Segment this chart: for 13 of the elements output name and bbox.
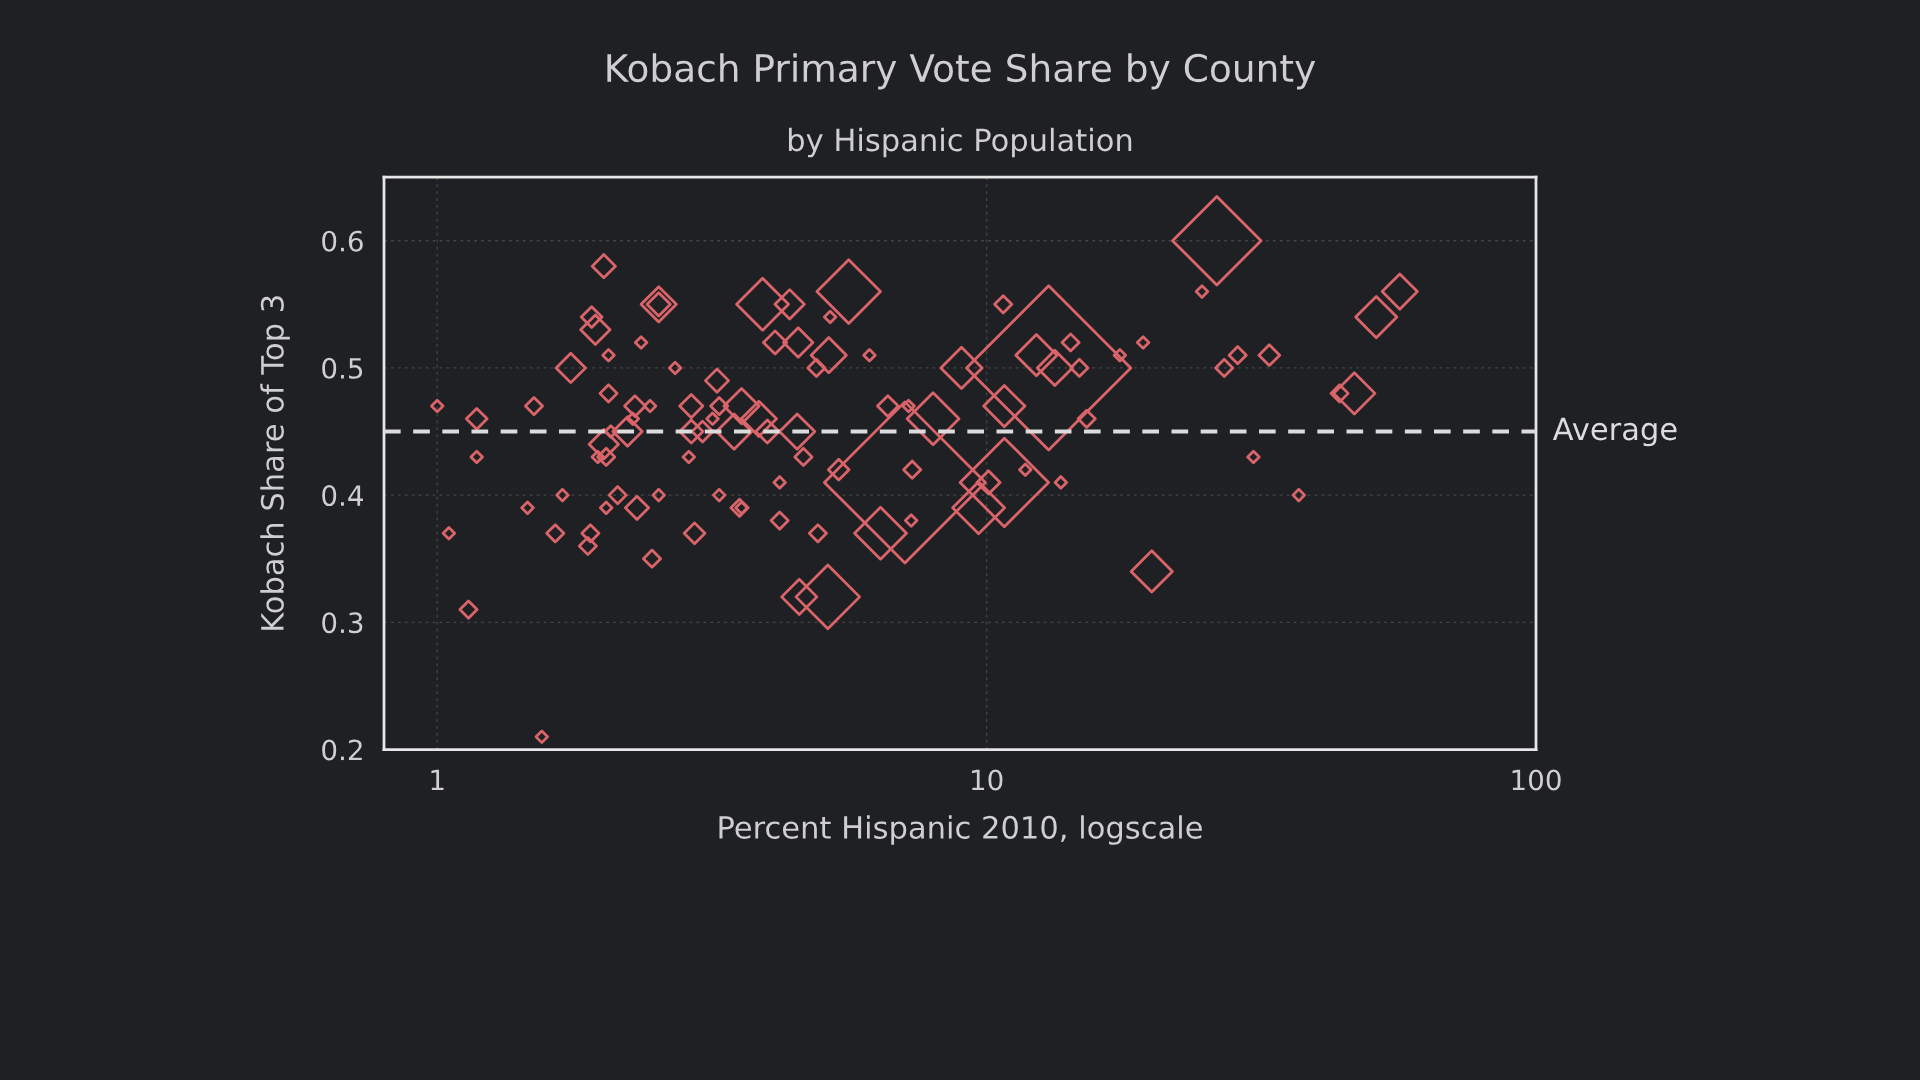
x-tick-label: 10 — [972, 769, 1003, 791]
y-tick-label: 0.4 — [322, 485, 363, 507]
x-tick-label: 100 — [1512, 769, 1561, 791]
y-tick-label: 0.6 — [322, 230, 363, 252]
y-tick-label: 0.3 — [322, 612, 363, 634]
y-tick-label: 0.2 — [322, 739, 362, 761]
ref-line-label: Average — [1552, 417, 1677, 447]
y-tick-label: 0.5 — [322, 357, 363, 379]
x-tick-label: 1 — [431, 769, 444, 791]
chart-subtitle: by Hispanic Population — [788, 127, 1132, 158]
x-axis-title: Percent Hispanic 2010, logscale — [719, 815, 1202, 845]
chart-title: Kobach Primary Vote Share by County — [607, 53, 1316, 90]
y-axis-title: Kobach Share of Top 3 — [260, 296, 290, 630]
